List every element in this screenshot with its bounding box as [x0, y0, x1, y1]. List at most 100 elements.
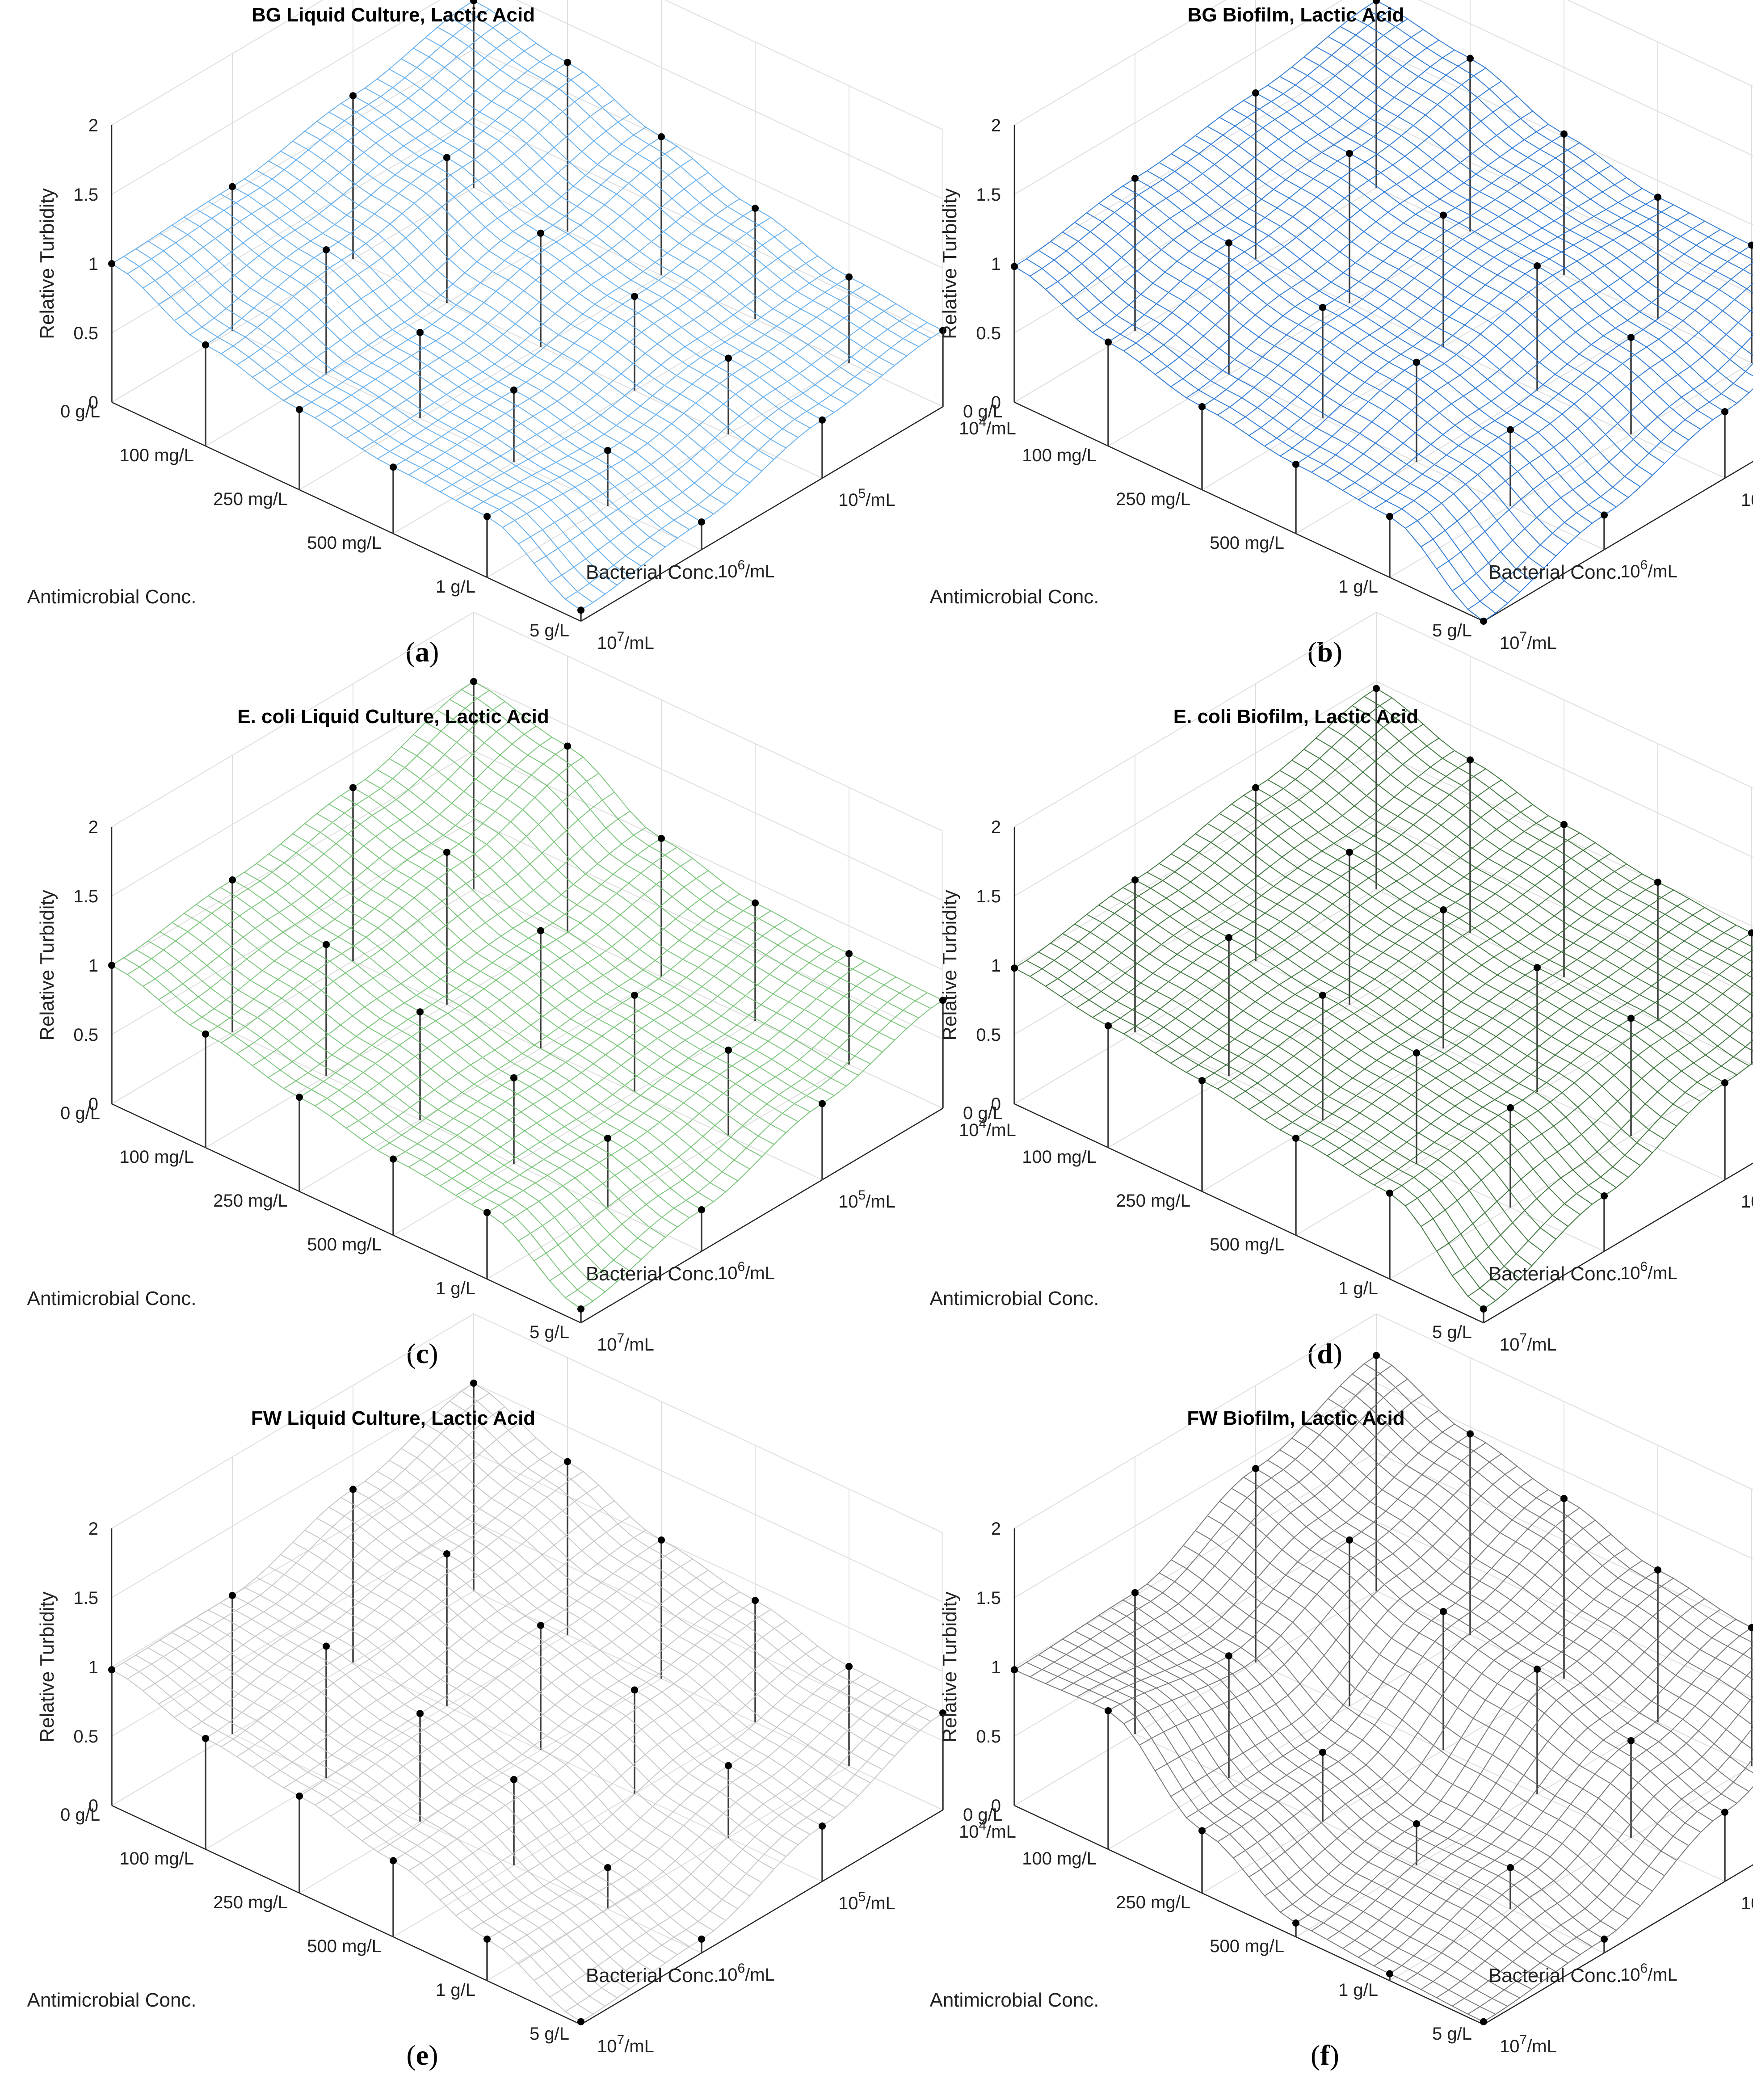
grid-line-floor: [393, 1020, 756, 1236]
data-point: [752, 205, 759, 212]
mesh-line-v: [1340, 26, 1753, 294]
y-tick-base: 10: [1620, 1263, 1640, 1283]
z-tick-label: 1: [991, 956, 1001, 976]
x-tick-label: 250 mg/L: [213, 489, 288, 509]
z-tick-label: 1: [88, 956, 98, 976]
data-point: [416, 328, 424, 336]
data-point: [1346, 849, 1353, 856]
caption-letter: e: [416, 2039, 429, 2071]
mesh-line-u: [1342, 221, 1705, 491]
y-axis-label: Bacterial Conc.: [586, 1965, 719, 1986]
caption-paren-close: ): [1333, 1338, 1342, 1369]
caption-paren-open: (: [1307, 636, 1317, 668]
mesh-line-v: [1316, 46, 1753, 334]
mesh-line-v: [1231, 804, 1701, 1102]
chart-title: BG Biofilm, Lactic Acid: [1188, 4, 1404, 26]
grid-line-z: [1014, 0, 1753, 195]
mesh-line-v: [1062, 1638, 1532, 1990]
y-tick-exponent: 4: [979, 415, 987, 429]
mesh-line-v: [425, 722, 895, 1041]
mesh-line-u: [1374, 1619, 1736, 1966]
data-point: [1440, 906, 1447, 913]
data-point: [939, 1709, 946, 1717]
data-point: [443, 849, 450, 856]
mesh-line-v: [135, 949, 605, 1292]
z-tick-label: 0: [88, 1094, 98, 1114]
mesh-line-v: [449, 1401, 919, 1732]
grid-line-floor: [473, 187, 943, 407]
data-point: [1105, 338, 1112, 346]
x-tick-label: 500 mg/L: [1210, 1936, 1284, 1956]
mesh-line-u: [221, 757, 584, 1044]
y-tick-label: 105/mL: [838, 486, 895, 510]
mesh-line-u: [158, 1422, 521, 1704]
y-tick-exponent: 6: [1640, 1961, 1648, 1976]
mesh-line-u: [455, 255, 818, 501]
y-tick-unit: /mL: [1527, 2037, 1557, 2056]
panel-caption: (b): [1307, 636, 1342, 668]
mesh-line-v: [1267, 84, 1737, 404]
grid-line-floor: [1255, 259, 1725, 479]
mesh-line-v: [341, 795, 811, 1112]
z-tick-label: 0: [991, 1796, 1001, 1816]
data-point: [752, 1597, 759, 1604]
mesh-line-v: [1328, 36, 1753, 313]
x-tick-label: 250 mg/L: [1116, 489, 1190, 509]
z-tick-label: 0.5: [976, 1727, 1001, 1746]
data-point: [296, 1094, 303, 1101]
caption-paren-close: ): [1330, 2039, 1339, 2071]
y-axis-label: Bacterial Conc.: [1488, 561, 1622, 583]
mesh-line-v: [1255, 1468, 1725, 1813]
z-tick-label: 2: [991, 817, 1001, 837]
y-axis-line: [1483, 461, 1753, 622]
mesh-line-v: [413, 734, 883, 1052]
data-points: [1011, 1352, 1753, 2025]
mesh-line-v: [1183, 1545, 1653, 1892]
x-tick-label: 1 g/L: [1338, 577, 1378, 597]
mesh-line-u: [1155, 1465, 1518, 1772]
data-point: [349, 1486, 357, 1493]
mesh-line-v: [292, 141, 762, 471]
z-tick-label: 2: [991, 1519, 1001, 1539]
data-point: [108, 962, 115, 969]
mesh-line-v: [196, 209, 666, 547]
data-point: [631, 293, 638, 300]
mesh-line-v: [437, 1411, 907, 1744]
y-tick-exponent: 6: [738, 1259, 745, 1274]
x-tick-label: 100 mg/L: [119, 446, 194, 465]
mesh-line-v: [1086, 212, 1556, 556]
y-tick-label: 105/mL: [838, 1188, 895, 1212]
mesh-line-v: [208, 895, 678, 1228]
data-point: [1654, 879, 1661, 886]
mesh-line-v: [1159, 162, 1629, 498]
mesh-line-v: [1147, 871, 1617, 1188]
x-axis-line: [111, 1103, 581, 1324]
mesh-line-v: [208, 201, 678, 539]
y-tick-unit: /mL: [624, 633, 654, 653]
data-point: [510, 1074, 517, 1082]
z-tick-label: 0.5: [73, 1727, 98, 1746]
x-tick-label: 5 g/L: [1432, 621, 1472, 640]
z-tick-label: 1: [88, 1658, 98, 1677]
y-tick-label: 106/mL: [718, 1259, 775, 1283]
y-tick-label: 105/mL: [1741, 1188, 1753, 1212]
z-tick-label: 2: [88, 817, 98, 837]
data-point: [1507, 426, 1514, 433]
y-tick-label: 104/mL: [959, 415, 1016, 438]
mesh-line-v: [160, 931, 630, 1271]
surface-mesh: [111, 681, 943, 1309]
x-tick-label: 500 mg/L: [1210, 533, 1284, 553]
z-tick-label: 1.5: [976, 887, 1001, 906]
mesh-line-v: [1303, 1425, 1753, 1751]
y-tick-unit: /mL: [986, 1822, 1016, 1842]
y-tick-unit: /mL: [866, 1894, 895, 1913]
x-tick-label: 0 g/L: [60, 1805, 100, 1825]
y-tick-unit: /mL: [866, 490, 895, 510]
data-point: [1386, 1189, 1393, 1197]
y-tick-unit: /mL: [745, 562, 775, 581]
mesh-line-v: [1026, 1662, 1496, 2015]
mesh-line-v: [1291, 1438, 1753, 1773]
data-point: [577, 606, 584, 614]
z-tick-label: 0.5: [976, 1025, 1001, 1045]
data-point: [537, 927, 544, 934]
